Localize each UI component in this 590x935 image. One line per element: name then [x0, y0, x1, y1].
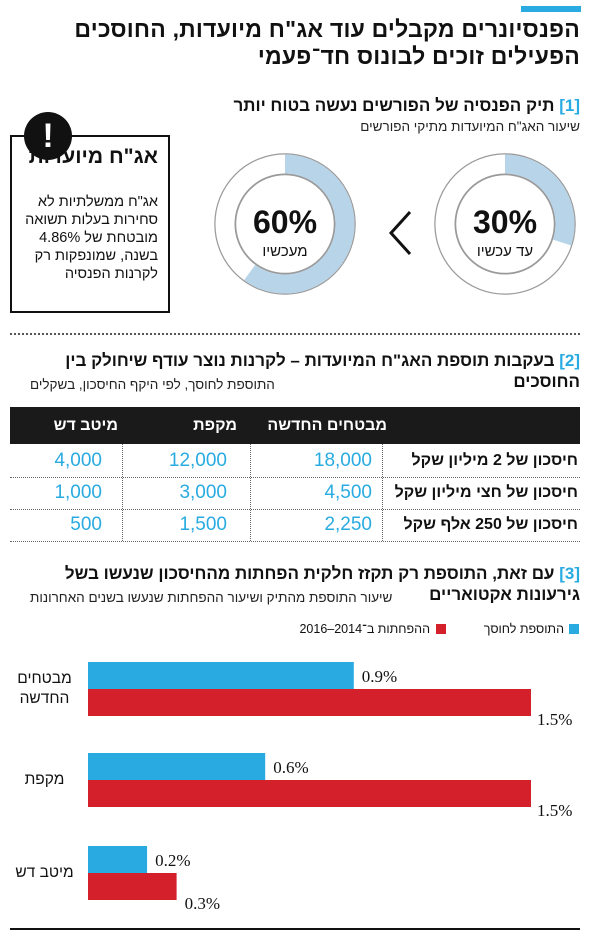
donut-before-arc: [435, 154, 575, 294]
alert-box: אג"ח מיועדות אג"ח ממשלתיות לא סחירות בעל…: [10, 135, 170, 313]
row-label: חיסכון של חצי מיליון שקל: [394, 484, 578, 501]
donut-before-label: עד עכשיו: [476, 243, 534, 260]
cuts-bar: [88, 689, 531, 716]
exclamation-icon: !: [24, 112, 72, 160]
data-label: 0.6%: [273, 758, 308, 777]
row-label: חיסכון של 250 אלף שקל: [403, 516, 578, 533]
page-title: הפנסיונרים מקבלים עוד אג"ח מיועדות, החוס…: [74, 16, 580, 69]
table-cell: 1,000: [54, 482, 102, 503]
category-label: מקפת: [24, 771, 65, 788]
column-divider: [382, 444, 383, 541]
column-header: מבטחים החדשה: [267, 417, 387, 434]
donut-now-arc: [215, 154, 355, 294]
data-label: 1.5%: [537, 710, 572, 729]
bottom-rule: [10, 928, 580, 930]
donut-before: [434, 153, 576, 295]
cuts-bar: [88, 780, 531, 807]
row-divider: [10, 477, 580, 478]
chevron-left-icon: [388, 210, 412, 256]
table-cell: 4,500: [324, 482, 372, 503]
section2-title-text: בעקבות תוספת האג"ח המיועדות – לקרנות נוצ…: [65, 351, 580, 391]
alert-body: אג"ח ממשלתיות לא סחירות בעלות תשואה מובט…: [25, 194, 158, 282]
cuts-bar: [88, 873, 177, 900]
bonus-bar: [88, 753, 266, 780]
section3-subtitle: שיעור התוספת מהתיק ושיעור ההפחתות שנעשו …: [30, 590, 393, 605]
column-header: מקפת: [193, 417, 237, 434]
legend-swatch-cuts: [436, 624, 446, 634]
section-divider: [10, 333, 580, 335]
section2-subtitle: התוספת לחוסך, לפי היקף החיסכון, בשקלים: [30, 377, 275, 392]
table-cell: 2,250: [324, 514, 372, 535]
data-label: 1.5%: [537, 801, 572, 820]
legend-label-cuts: ההפחתות ב־2014–2016: [299, 622, 430, 636]
data-label: 0.9%: [362, 667, 397, 686]
donut-now: [214, 153, 356, 295]
bonus-bar: [88, 662, 354, 689]
section2-number: [2]: [559, 351, 580, 370]
column-header: מיטב דש: [53, 417, 118, 434]
section3-number: [3]: [559, 564, 580, 583]
data-label: 0.2%: [155, 851, 190, 870]
column-divider: [122, 444, 123, 541]
table-cell: 18,000: [313, 450, 372, 471]
bonus-bar: [88, 846, 148, 873]
table-header: מבטחים החדשה מקפת מיטב דש: [10, 407, 580, 444]
donut-before-pct: 30%: [472, 204, 538, 240]
section1-number: [1]: [559, 96, 580, 115]
table-cell: 4,000: [54, 450, 102, 471]
legend-label-bonus: התוספת לחוסך: [483, 622, 564, 636]
accent-bar: [521, 6, 581, 12]
category-label: מיטב דש: [15, 864, 74, 881]
bar-chart: 0.9% 1.5% 0.6% 1.5% 0.2% 0.3%: [88, 662, 572, 913]
section3-title-text: עם זאת, התוספת רק תקזז חלקית הפחתות מהחי…: [64, 564, 580, 604]
row-label: חיסכון של 2 מיליון שקל: [411, 452, 578, 469]
table-cell: 1,500: [179, 514, 227, 535]
donut-now-label: מעכשיו: [262, 243, 308, 260]
data-label: 0.3%: [185, 894, 220, 913]
row-divider: [10, 541, 580, 542]
section3-title: [3] עם זאת, התוספת רק תקזז חלקית הפחתות …: [20, 563, 580, 605]
legend-swatch-bonus: [569, 624, 579, 634]
section1-title-text: תיק הפנסיה של הפורשים נעשה בטוח יותר: [233, 96, 555, 115]
category-label: מבטחים החדשה: [17, 670, 72, 707]
row-divider: [10, 509, 580, 510]
donut-now-pct: 60%: [252, 204, 318, 240]
table-cell: 500: [70, 514, 102, 535]
section2-title: [2] בעקבות תוספת האג"ח המיועדות – לקרנות…: [20, 350, 580, 392]
column-divider: [250, 444, 251, 541]
table-cell: 12,000: [168, 450, 227, 471]
section1-subtitle: שיעור האג"ח המיועדות מתיקי הפורשים: [360, 119, 580, 134]
section1-title: [1] תיק הפנסיה של הפורשים נעשה בטוח יותר: [233, 95, 580, 116]
table-cell: 3,000: [179, 482, 227, 503]
